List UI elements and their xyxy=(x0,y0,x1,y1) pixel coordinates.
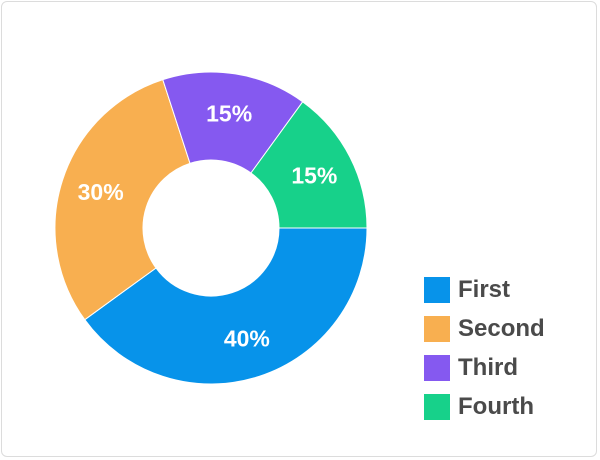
donut-slice-second[interactable] xyxy=(54,79,191,321)
legend-label-fourth: Fourth xyxy=(458,393,534,420)
legend-item-third[interactable]: Third xyxy=(424,354,584,382)
slice-value-label-first: 40% xyxy=(224,325,270,351)
legend-item-fourth[interactable]: Fourth xyxy=(424,393,584,421)
donut-slice-third[interactable] xyxy=(162,71,304,174)
legend-item-second[interactable]: Second xyxy=(424,315,584,343)
slice-value-label-third: 15% xyxy=(206,100,252,126)
donut-slice-first[interactable] xyxy=(84,227,368,385)
legend-label-first: First xyxy=(458,276,511,303)
legend-label-third: Third xyxy=(458,354,518,381)
legend-swatch-second xyxy=(424,316,450,342)
slice-value-label-fourth: 15% xyxy=(291,162,337,188)
legend-swatch-fourth xyxy=(424,394,450,420)
chart-legend: First Second Third Fourth xyxy=(424,276,584,432)
legend-label-second: Second xyxy=(458,315,545,342)
legend-swatch-first xyxy=(424,277,450,303)
slice-value-label-second: 30% xyxy=(78,179,124,205)
legend-swatch-third xyxy=(424,355,450,381)
legend-item-first[interactable]: First xyxy=(424,276,584,304)
donut-slice-fourth[interactable] xyxy=(250,101,368,229)
